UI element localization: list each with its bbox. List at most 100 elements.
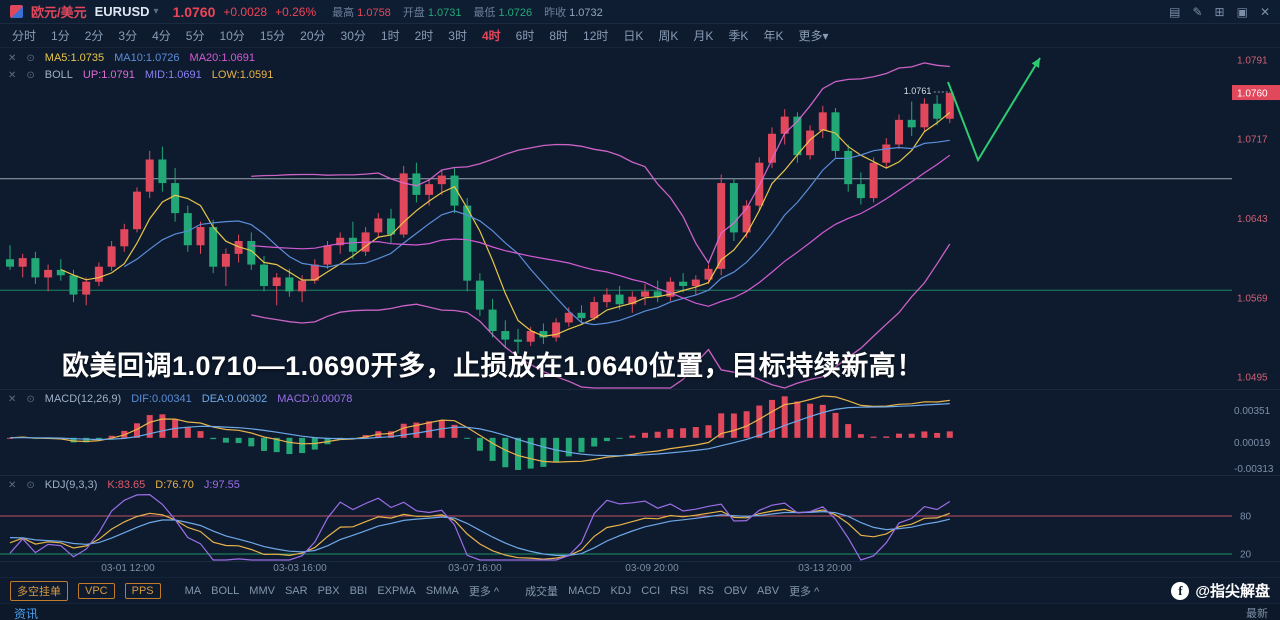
ma-tool-MMV[interactable]: MMV [249,584,275,597]
svg-text:1.0569: 1.0569 [1237,293,1268,304]
indicator-value: K:83.65 [107,479,146,491]
ma-tool-EXPMA[interactable]: EXPMA [377,584,416,597]
compare-icon[interactable]: ⊞ [1214,4,1225,19]
timeframe-周K[interactable]: 周K [658,29,679,43]
indicator-settings-icon[interactable]: ⊙ [26,69,35,81]
timeframe-年K[interactable]: 年K [763,29,784,43]
timeframe-3时[interactable]: 3时 [448,29,467,43]
facebook-icon: f [1171,581,1190,600]
indicator-tool-成交量[interactable]: 成交量 [525,585,559,598]
kdj-panel[interactable]: 80 20 ✕ ⊙ KDJ(9,3,3) K:83.65 D:76.70 J:97.5… [0,476,1280,562]
indicator-tool-更多 ^[interactable]: 更多 ^ [789,585,820,598]
time-label: 03-09 20:00 [625,563,679,574]
indicator-value: D:76.70 [155,479,194,491]
indicator-tool-RS[interactable]: RS [698,584,714,597]
macd-panel[interactable]: 0.00351 0.00019 -0.00313 ✕ ⊙ MACD(12,26,9)… [0,390,1280,476]
order-button-多空挂单[interactable]: 多空挂单 [10,580,68,601]
main-chart-panel[interactable]: 1.0791 1.0717 1.0643 1.0569 1.0495 1.0760 1.07… [0,48,1280,390]
fullscreen-icon[interactable]: ▣ [1236,4,1248,19]
draw-icon[interactable]: ✎ [1192,4,1203,19]
order-buttons: 多空挂单 VPC PPS [10,580,161,601]
latest-button[interactable]: 最新 [1246,608,1268,620]
timeframe-日K[interactable]: 日K [623,29,644,43]
indicator-value: MA20:1.0691 [189,52,255,64]
timeframe-6时[interactable]: 6时 [515,29,535,43]
symbol-dropdown-icon[interactable]: ▾ [153,6,159,17]
timeframe-更多▾[interactable]: 更多▾ [798,29,829,43]
ma-tool-MA[interactable]: MA [184,584,202,597]
svg-text:-0.00313: -0.00313 [1234,464,1274,475]
indicator-tool-CCI[interactable]: CCI [641,584,661,597]
order-button-VPC[interactable]: VPC [78,582,115,599]
timeframe-15分[interactable]: 15分 [259,29,286,43]
svg-text:1.0717: 1.0717 [1237,135,1268,146]
timeframe-4时[interactable]: 4时 [481,29,501,43]
timeframe-5分[interactable]: 5分 [185,29,205,43]
close-indicator-icon[interactable]: ✕ [8,52,17,64]
indicator-tool-RSI[interactable]: RSI [670,584,689,597]
kdj-values: K:83.65 D:76.70 J:97.55 [107,479,240,491]
timeframe-1分[interactable]: 1分 [51,29,70,43]
header-stat: 昨收 1.0732 [544,6,603,19]
order-button-PPS[interactable]: PPS [124,582,161,599]
ma-tool-BOLL[interactable]: BOLL [211,584,240,597]
timeframe-1时[interactable]: 1时 [380,29,400,43]
price-change: +0.0028 [223,4,268,19]
close-indicator-icon[interactable]: ✕ [8,479,17,491]
svg-text:1.0791: 1.0791 [1237,55,1268,66]
macd-chart[interactable]: 0.00351 0.00019 -0.00313 [0,390,1280,476]
indicator-settings-icon[interactable]: ⊙ [26,479,35,491]
symbol-name-cn[interactable]: 欧元/美元 [31,5,87,20]
indicator-tool-ABV[interactable]: ABV [757,584,780,597]
indicator-panel-icon[interactable]: ▤ [1169,4,1181,19]
close-icon[interactable]: ✕ [1259,4,1270,19]
candlestick-chart[interactable]: 1.0791 1.0717 1.0643 1.0569 1.0495 1.0760 1.07… [0,48,1280,390]
kdj-indicator-row: ✕ ⊙ KDJ(9,3,3) K:83.65 D:76.70 J:97.55 [8,479,240,491]
timeframe-季K[interactable]: 季K [728,29,749,43]
time-label: 03-07 16:00 [448,563,502,574]
macd-title: MACD(12,26,9) [44,393,122,405]
timeframe-20分[interactable]: 20分 [300,29,326,43]
ma-indicator-row: ✕ ⊙ MA5:1.0735 MA10:1.0726 MA20:1.0691 [8,52,255,64]
indicator-tool-OBV[interactable]: OBV [723,584,748,597]
trade-call-overlay-text: 欧美回调1.0710—1.0690开多，止损放在1.0640位置，目标持续新高！ [62,351,924,381]
symbol-code[interactable]: EURUSD [94,4,150,19]
ma-tool-SMMA[interactable]: SMMA [425,584,459,597]
timeframe-30分[interactable]: 30分 [340,29,366,43]
timeframe-月K[interactable]: 月K [693,29,714,43]
ma-tool-更多 ^[interactable]: 更多 ^ [468,585,500,598]
timeframe-8时[interactable]: 8时 [549,29,569,43]
indicator-value: UP:1.0791 [82,69,135,81]
time-label: 03-01 12:00 [101,563,155,574]
ma-tool-PBX[interactable]: PBX [317,584,340,597]
indicator-tools: 成交量 MACD KDJ CCI RSI RS OBV ABV 更多 ^ [525,583,819,599]
ma-tools: MA BOLL MMV SAR PBX BBI EXPMA SMMA 更多 ^ [185,583,499,599]
header: 欧元/美元 EURUSD ▾ 1.0760 +0.0028 +0.26% 最高 1… [0,0,1280,24]
boll-title: BOLL [44,69,73,81]
indicator-settings-icon[interactable]: ⊙ [26,52,35,64]
last-price: 1.0760 [172,3,216,20]
tab-news[interactable]: 资讯 [12,605,40,620]
indicator-tool-KDJ[interactable]: KDJ [610,584,632,597]
close-indicator-icon[interactable]: ✕ [8,69,17,81]
close-indicator-icon[interactable]: ✕ [8,393,17,405]
indicator-value: DEA:0.00302 [201,393,268,405]
kdj-title: KDJ(9,3,3) [44,479,98,491]
timeframe-3分[interactable]: 3分 [118,29,138,43]
indicator-value: MA5:1.0735 [44,52,105,64]
ma-tool-SAR[interactable]: SAR [284,584,308,597]
kdj-chart[interactable]: 80 20 [0,476,1280,562]
timeframe-2分[interactable]: 2分 [84,29,104,43]
timeframe-2时[interactable]: 2时 [414,29,434,43]
timeframe-12时[interactable]: 12时 [583,29,609,43]
timeframe-4分[interactable]: 4分 [152,29,171,43]
ma-tool-BBI[interactable]: BBI [349,584,368,597]
header-stats: 最高 1.0758 开盘 1.0731 最低 1.0726 昨收 1.0732 [332,4,603,20]
indicator-settings-icon[interactable]: ⊙ [26,393,35,405]
watermark-handle: @指尖解盘 [1195,583,1270,600]
indicator-tool-MACD[interactable]: MACD [568,584,601,597]
timeframe-10分[interactable]: 10分 [219,29,245,43]
indicator-value: DIF:0.00341 [131,393,192,405]
boll-values: UP:1.0791 MID:1.0691 LOW:1.0591 [83,69,273,81]
timeframe-分时[interactable]: 分时 [12,29,37,43]
